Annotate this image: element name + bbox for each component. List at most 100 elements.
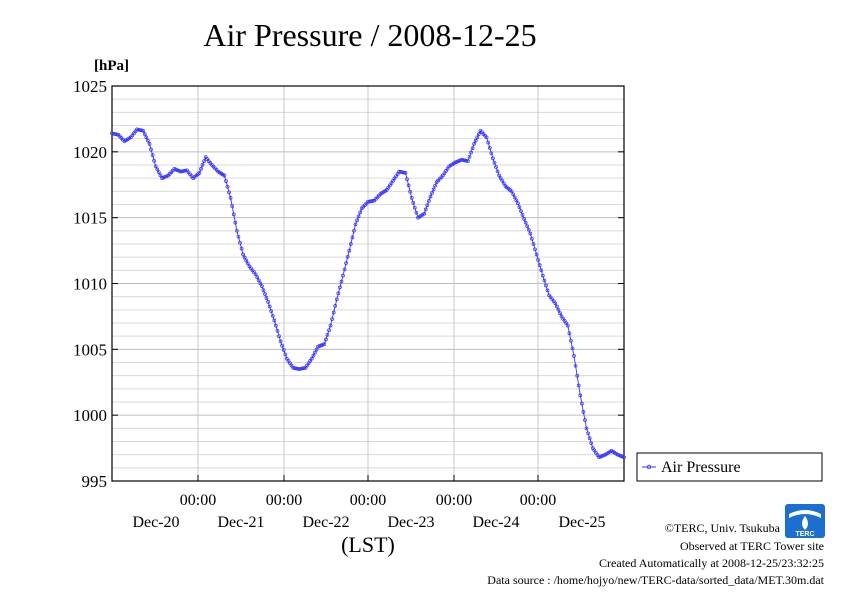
data-point [464,158,469,163]
data-point [114,132,119,137]
data-point [197,171,202,175]
data-point [233,220,238,225]
data-point [322,342,327,346]
data-point [328,323,333,328]
data-point [336,291,341,296]
x-date-label: Dec-22 [302,514,349,531]
data-point [352,228,356,233]
data-point [269,309,274,313]
data-point [498,176,503,181]
data-point [567,331,572,336]
data-point [264,296,269,300]
y-tick-label: 1020 [73,143,107,162]
data-point [158,173,163,178]
data-point [486,140,491,145]
data-point [514,198,519,203]
data-point [533,247,537,252]
data-point [430,191,434,195]
data-point [500,178,505,183]
data-point [472,142,476,146]
data-point [569,338,573,343]
data-point [402,170,406,175]
data-point [267,304,272,309]
data-point [539,268,544,273]
data-point [144,135,149,140]
logo-drop-icon [802,516,808,530]
data-point [302,366,306,370]
data-point [244,258,249,263]
data-point [345,254,350,259]
data-point [235,228,239,233]
data-point [423,207,428,212]
data-point [270,313,275,318]
data-point [139,128,144,133]
data-point [433,183,437,188]
y-tick-label: 1010 [73,275,107,294]
legend: Air Pressure [636,452,823,482]
data-point [280,343,284,348]
data-point [356,214,361,219]
logo-arc-icon [789,510,821,518]
y-tick-label: 1015 [73,209,107,228]
data-point [355,218,359,223]
data-point [526,227,531,232]
data-point [239,246,244,251]
data-point [573,363,578,368]
data-point [575,373,580,378]
data-point [281,348,286,352]
y-tick-label: 1000 [73,406,107,425]
data-point [325,333,330,337]
data-point [542,278,547,283]
data-point [278,339,283,344]
data-point [227,190,231,195]
x-date-label: Dec-20 [132,514,179,531]
data-point [309,356,314,361]
grid [112,85,625,482]
data-point [516,201,520,206]
data-point [412,205,417,210]
data-point [414,210,419,215]
data-point [581,410,586,414]
data-point [142,132,147,136]
data-point [492,160,497,165]
data-point [283,352,288,357]
data-point [353,222,358,227]
data-point [155,167,160,172]
data-point [199,167,203,171]
data-point [275,329,280,333]
data-point [497,173,501,178]
data-point [540,273,545,278]
y-tick-label: 1005 [73,340,107,359]
x-time-label: 00:00 [436,492,472,509]
data-point [470,146,475,151]
data-point [333,304,338,308]
data-point [512,195,517,200]
data-point [422,211,427,216]
data-point [147,142,152,146]
data-point [487,146,492,150]
data-point [565,323,570,328]
y-tick-label: 995 [82,472,108,491]
data-point [525,224,530,229]
data-point [509,189,514,194]
data-point [272,318,277,323]
data-point [274,323,278,328]
data-point [231,212,236,217]
x-date-label: Dec-25 [558,514,605,531]
x-time-label: 00:00 [180,492,216,509]
data-point [495,169,500,174]
data-point [370,199,375,203]
data-point [314,347,319,352]
data-point [428,194,433,199]
data-point [576,383,581,388]
data-point [228,196,233,200]
data-point [334,297,339,302]
x-date-label: Dec-24 [472,514,519,531]
data-point [344,261,348,265]
data-point [586,431,590,436]
data-point [580,401,584,406]
data-point [408,189,412,194]
data-point [537,263,542,267]
data-point [277,334,281,339]
